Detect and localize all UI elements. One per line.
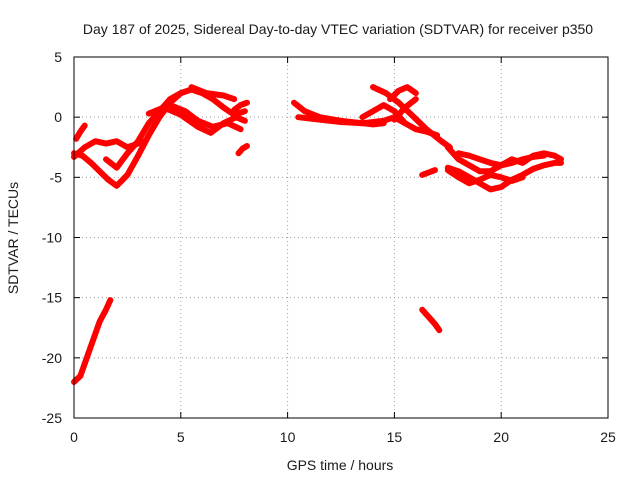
series-line-arc-8 [188, 84, 238, 103]
series-line-arc-18 [444, 159, 564, 193]
chart-title: Day 187 of 2025, Sidereal Day-to-day VTE… [83, 21, 593, 37]
y-tick-label: 0 [54, 109, 62, 125]
x-tick-label: 15 [387, 429, 403, 445]
series-line-arc-4 [73, 122, 88, 142]
series-line-arc-1 [71, 297, 114, 385]
y-tick-label: -20 [42, 350, 62, 366]
x-tick-label: 0 [70, 429, 78, 445]
x-tick-label: 25 [600, 429, 616, 445]
x-tick-label: 10 [280, 429, 296, 445]
axis-ticks: 0 5 10 15 20 25 -25 -20 -15 -10 -5 0 5 [42, 49, 616, 445]
x-axis-label: GPS time / hours [287, 457, 394, 473]
series-line-arc-9 [231, 99, 250, 113]
series-line-arc-20 [455, 150, 547, 169]
y-tick-label: -5 [50, 169, 63, 185]
series-line-arc-14 [370, 84, 453, 151]
data-series [71, 84, 564, 385]
series-line-arc-6 [145, 104, 248, 136]
y-tick-label: -25 [42, 410, 62, 426]
y-tick-label: -15 [42, 290, 62, 306]
series-line-arc-7 [167, 102, 244, 133]
series-line-arc-5 [103, 86, 248, 171]
x-tick-label: 5 [177, 429, 185, 445]
series-line-arc-2 [71, 90, 184, 189]
series-line-arc-19 [444, 167, 526, 187]
series-line-arc-15 [387, 84, 419, 103]
series-line-arc-22 [419, 306, 443, 334]
series-line-arc-12 [295, 114, 387, 128]
y-tick-label: -10 [42, 230, 62, 246]
series-line-arc-10 [235, 143, 250, 157]
y-axis-label: SDTVAR / TECUs [5, 182, 21, 294]
series-line-arc-16 [391, 96, 419, 123]
series-line-arc-21 [419, 167, 438, 178]
x-tick-label: 20 [493, 429, 509, 445]
y-tick-label: 5 [54, 49, 62, 65]
